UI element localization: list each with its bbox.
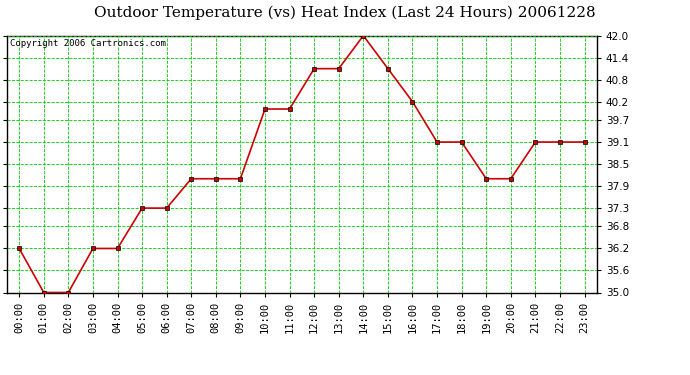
Text: Copyright 2006 Cartronics.com: Copyright 2006 Cartronics.com: [10, 39, 166, 48]
Text: Outdoor Temperature (vs) Heat Index (Last 24 Hours) 20061228: Outdoor Temperature (vs) Heat Index (Las…: [95, 6, 595, 20]
